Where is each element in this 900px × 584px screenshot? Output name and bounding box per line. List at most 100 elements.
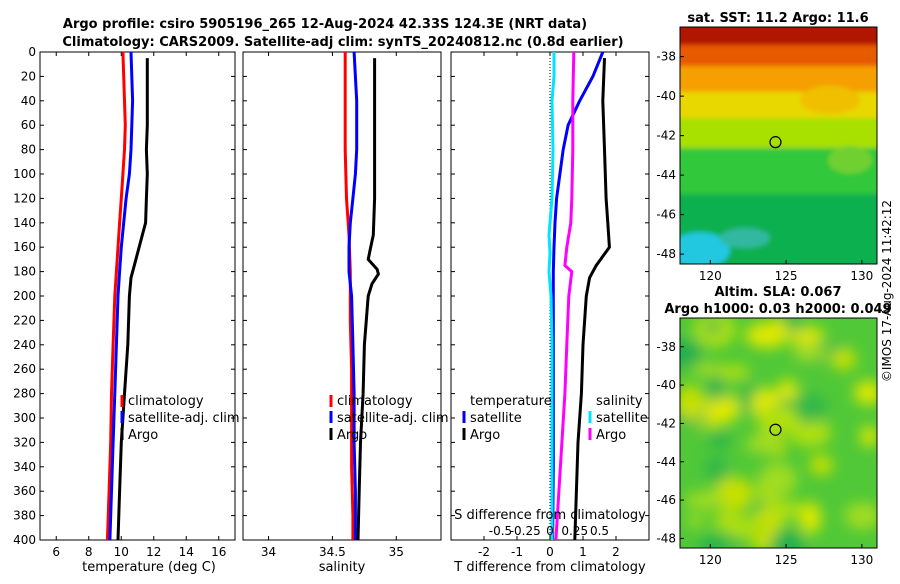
difference-legend-salinity: salinity satellite Argo <box>588 394 648 443</box>
lon-tick-label: 120 <box>699 269 722 283</box>
y-tick-label: 260 <box>13 362 36 376</box>
x-tick-label: 35 <box>389 545 404 559</box>
sst-map-ticks: 120 125 130 -38 -40 -42 -44 -46 -48 <box>656 50 873 283</box>
sla-map-title-line1: Altim. SLA: 0.067 <box>715 285 842 300</box>
lon-tick-label: 125 <box>775 269 798 283</box>
salinity-xlabel: salinity <box>319 560 366 575</box>
temperature-panel: 0 20 40 60 80 100 120 140 160 180 200 220 240 260 280 3… <box>13 45 240 575</box>
difference-lines <box>547 52 611 540</box>
s-tick-label: -0.25 <box>510 524 541 538</box>
lon-tick-label: 130 <box>850 553 873 567</box>
x-tick-label: 0 <box>546 545 554 559</box>
sla-texture-blob <box>723 516 757 538</box>
series-t-argo <box>573 58 611 540</box>
difference-y-ticks <box>451 51 649 541</box>
y-tick-label: 400 <box>13 533 36 547</box>
legend-argo-label: Argo <box>337 428 367 443</box>
sst-band-amber <box>680 66 877 96</box>
x-tick-label: -2 <box>478 545 490 559</box>
x-tick-label: 12 <box>146 545 161 559</box>
lat-tick-label: -46 <box>656 208 676 222</box>
series-s-argo <box>554 52 576 540</box>
s-difference-ticks: -0.5-0.25 0 0.25 0.5 <box>489 524 609 538</box>
y-tick-label: 80 <box>21 143 36 157</box>
series-argo <box>356 58 380 540</box>
y-tick-label: 320 <box>13 435 36 449</box>
argo-position-marker <box>769 136 782 149</box>
lon-tick-label: 125 <box>775 553 798 567</box>
y-tick-label: 160 <box>13 240 36 254</box>
sla-texture-blob <box>680 339 703 368</box>
lon-tick-label: 130 <box>850 269 873 283</box>
lat-tick-label: -38 <box>656 50 676 64</box>
sla-texture-blob <box>686 513 705 528</box>
lat-tick-label: -40 <box>656 378 676 392</box>
x-tick-label: 1 <box>579 545 587 559</box>
y-tick-label: 20 <box>21 69 36 83</box>
sla-texture-blob <box>789 418 832 447</box>
y-tick-label: 180 <box>13 265 36 279</box>
temperature-x-ticks: 6 8 10 12 14 16 <box>52 52 226 559</box>
lat-tick-label: -48 <box>656 531 676 545</box>
legend-s-argo-label: Argo <box>596 428 626 443</box>
sla-texture-blob <box>684 491 726 510</box>
legend-argo-label: Argo <box>128 428 158 443</box>
sla-texture-blob <box>759 462 798 497</box>
sst-heatmap <box>680 27 877 264</box>
salinity-y-ticks <box>243 51 441 541</box>
sla-texture-blob <box>707 433 732 446</box>
s-tick-label: 0.25 <box>561 524 588 538</box>
x-tick-label: 2 <box>612 545 620 559</box>
sst-band-warm <box>680 27 877 50</box>
figure-title-line2: Climatology: CARS2009. Satellite-adj cli… <box>62 35 623 50</box>
lat-tick-label: -46 <box>656 493 676 507</box>
figure-title-line1: Argo profile: csiro 5905196_265 12-Aug-2… <box>63 17 587 32</box>
sla-texture-blob <box>844 502 877 530</box>
sla-map-ticks: 120 125 130 -38 -40 -42 -44 -46 -48 <box>656 340 873 567</box>
x-tick-label: 16 <box>211 545 226 559</box>
legend-temperature-title: temperature <box>470 394 552 409</box>
salinity-legend: climatology satellite-adj. clim Argo <box>329 394 449 443</box>
sst-map-panel: sat. SST: 11.2 Argo: 11.6 120 125 130 -38 -4… <box>656 11 878 283</box>
series-satellite-adj-clim <box>108 52 135 540</box>
sla-texture-blob <box>860 425 877 447</box>
y-tick-label: 40 <box>21 94 36 108</box>
lat-tick-label: -40 <box>656 89 676 103</box>
lat-tick-label: -44 <box>656 455 676 469</box>
sla-texture-blob <box>770 529 805 548</box>
sla-texture-blob <box>766 501 806 517</box>
imos-timestamp: ©IMOS 17-Aug-2024 11:42:12 <box>880 200 894 382</box>
lat-tick-label: -38 <box>656 340 676 354</box>
lat-tick-label: -42 <box>656 129 676 143</box>
sst-map-title: sat. SST: 11.2 Argo: 11.6 <box>687 11 868 26</box>
s-tick-label: 0.5 <box>590 524 609 538</box>
y-tick-label: 100 <box>13 167 36 181</box>
sla-texture-blob <box>789 392 828 424</box>
salinity-lines <box>343 52 380 540</box>
series-climatology <box>105 52 127 540</box>
legend-satellite-label: satellite-adj. clim <box>128 411 240 426</box>
sla-map-panel: Altim. SLA: 0.067 Argo h1000: 0.03 h2000… <box>656 285 891 567</box>
lat-tick-label: -42 <box>656 416 676 430</box>
sst-band-orange <box>680 45 877 70</box>
series-argo <box>116 58 149 540</box>
temperature-lines <box>105 52 149 540</box>
salinity-panel: 34 34.5 35 salinity climatology satellite-… <box>242 51 449 575</box>
y-tick-label: 280 <box>13 387 36 401</box>
sla-texture-blob <box>809 454 833 476</box>
lat-tick-label: -48 <box>656 247 676 261</box>
s-tick-label: 0 <box>546 524 554 538</box>
y-tick-label: 0 <box>28 45 36 59</box>
x-tick-label: 6 <box>52 545 60 559</box>
salinity-axes-frame <box>242 51 442 541</box>
sla-texture-blob <box>745 435 780 454</box>
x-tick-label: 34.5 <box>319 545 346 559</box>
x-tick-label: 10 <box>114 545 129 559</box>
y-tick-label: 240 <box>13 338 36 352</box>
y-tick-label: 200 <box>13 289 36 303</box>
series-s-satellite <box>547 52 556 540</box>
x-tick-label: 14 <box>179 545 194 559</box>
sla-texture-blob <box>745 322 789 349</box>
temperature-y-ticks: 0 20 40 60 80 100 120 140 160 180 200 220 240 260 280 3… <box>13 45 235 547</box>
